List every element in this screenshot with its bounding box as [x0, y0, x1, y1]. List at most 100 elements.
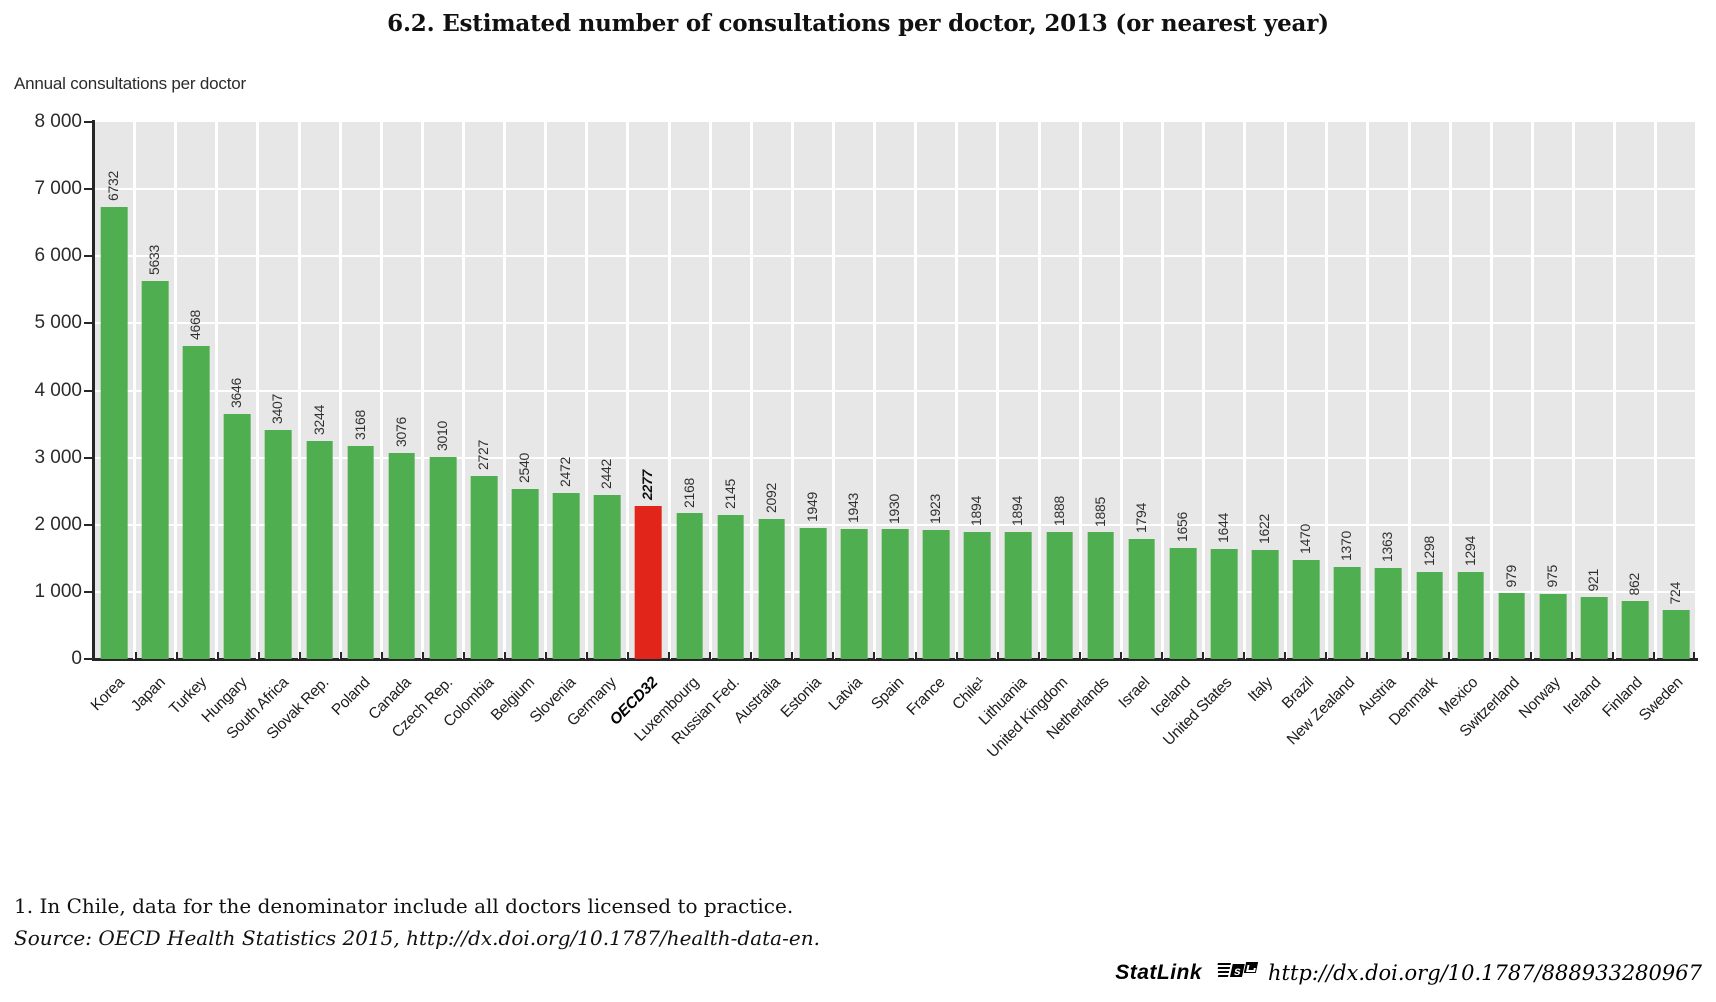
x-category-label: Italy [1245, 674, 1277, 706]
bar [922, 529, 950, 659]
bar-column-hungary: 3646 [218, 122, 260, 659]
x-tick [1242, 652, 1245, 659]
x-tick [1365, 652, 1368, 659]
bar [1539, 593, 1567, 659]
bar-column-germany: 2442 [588, 122, 630, 659]
statlink-label: StatLink [1115, 960, 1203, 984]
x-tick [1406, 652, 1409, 659]
y-tick-label: 2 000 [34, 513, 82, 535]
y-axis-line [92, 120, 95, 661]
y-tick-label: 8 000 [34, 111, 82, 132]
x-tick [1488, 652, 1491, 659]
bar [840, 528, 868, 659]
x-tick [668, 652, 671, 659]
bar [552, 493, 580, 659]
bar [1498, 593, 1526, 659]
y-tick-label: 6 000 [34, 245, 82, 267]
x-tick [463, 652, 466, 659]
y-tick [84, 188, 92, 191]
bar [1169, 547, 1197, 659]
statlink-url[interactable]: http://dx.doi.org/10.1787/888933280967 [1268, 960, 1702, 985]
bar-column-italy: 1622 [1246, 122, 1288, 659]
x-tick [1324, 652, 1327, 659]
x-tick [1529, 652, 1532, 659]
bar [1375, 567, 1402, 659]
x-tick [176, 652, 179, 659]
bar-column-new-zealand: 1370 [1328, 122, 1370, 659]
y-tick [84, 121, 92, 123]
gridline [95, 322, 1695, 325]
footnote: 1. In Chile, data for the denominator in… [14, 894, 794, 918]
x-tick [217, 652, 220, 659]
y-tick [84, 523, 92, 526]
x-tick [135, 652, 138, 659]
gridline [95, 389, 1695, 392]
chart-title: 6.2. Estimated number of consultations p… [387, 10, 1329, 37]
gridline [95, 523, 1695, 526]
x-tick [1652, 652, 1655, 659]
y-tick-label: 7 000 [34, 178, 82, 200]
x-tick [1201, 652, 1204, 659]
bar [1457, 572, 1484, 659]
statlink-icon: s [1212, 958, 1259, 987]
bar [470, 475, 498, 659]
bar-column-south-africa: 3407 [259, 122, 301, 659]
plot-area: 6732 5633 4668 3646 3407 3244 3168 3076 3010 2727… [95, 122, 1695, 659]
bar [1333, 567, 1361, 659]
bar [1662, 610, 1690, 659]
x-tick [996, 652, 999, 659]
bar-column-belgium: 2540 [506, 122, 548, 659]
y-tick [84, 456, 92, 459]
x-tick [340, 652, 343, 659]
bar-column-denmark: 1298 [1411, 122, 1452, 659]
x-category-label: Korea [87, 674, 128, 715]
bar [1621, 601, 1649, 659]
y-tick-label: 1 000 [34, 580, 82, 602]
bar-column-lithuania: 1894 [999, 122, 1041, 659]
bar-column-russian-fed-: 2145 [712, 122, 753, 659]
x-tick [1570, 652, 1573, 659]
gridline [95, 456, 1695, 459]
bar [676, 513, 703, 659]
bar-column-australia: 2092 [753, 122, 794, 659]
x-tick [299, 652, 302, 659]
bar-column-czech-rep-: 3010 [424, 122, 465, 659]
x-category-label: Sweden [1636, 674, 1687, 725]
x-tick [545, 652, 548, 659]
y-tick-labels: 8 000 7 000 6 000 5 000 4 000 3 000 2 000 1 000… [0, 111, 82, 669]
bar [224, 414, 251, 659]
bar-column-slovak-rep-: 3244 [301, 122, 342, 659]
x-tick [1611, 652, 1614, 659]
bar [1005, 531, 1032, 659]
source-note: Source: OECD Health Statistics 2015, htt… [14, 926, 820, 950]
bar-column-switzerland: 979 [1493, 122, 1534, 659]
x-tick [709, 652, 712, 659]
y-tick [84, 590, 92, 593]
gridline [95, 188, 1695, 191]
y-tick-label: 3 000 [34, 446, 82, 468]
bar-column-oecd32: 2277 [629, 122, 671, 659]
bar [1251, 550, 1279, 659]
x-tick [1447, 652, 1450, 659]
bar-column-estonia: 1949 [794, 122, 835, 659]
x-tick [258, 652, 261, 659]
bar-column-spain: 1930 [876, 122, 918, 659]
y-tick-label: 5 000 [34, 312, 82, 334]
y-tick [84, 255, 92, 258]
bar-column-slovenia: 2472 [547, 122, 589, 659]
bar-column-japan: 5633 [136, 122, 178, 659]
bar [1046, 532, 1073, 659]
bar-column-colombia: 2727 [465, 122, 507, 659]
x-tick [381, 652, 384, 659]
y-tick [84, 658, 92, 660]
bar-column-france: 1923 [917, 122, 959, 659]
statlink-row: StatLink s http://dx.doi.org/10.1787/888… [1115, 958, 1702, 987]
bar [1210, 548, 1238, 659]
bar [182, 345, 210, 659]
bar [635, 506, 662, 659]
bar-column-latvia: 1943 [835, 122, 877, 659]
x-category-label: Spain [868, 674, 908, 714]
bar [1580, 597, 1608, 659]
bar [799, 528, 827, 659]
bar-column-sweden: 724 [1657, 122, 1695, 659]
